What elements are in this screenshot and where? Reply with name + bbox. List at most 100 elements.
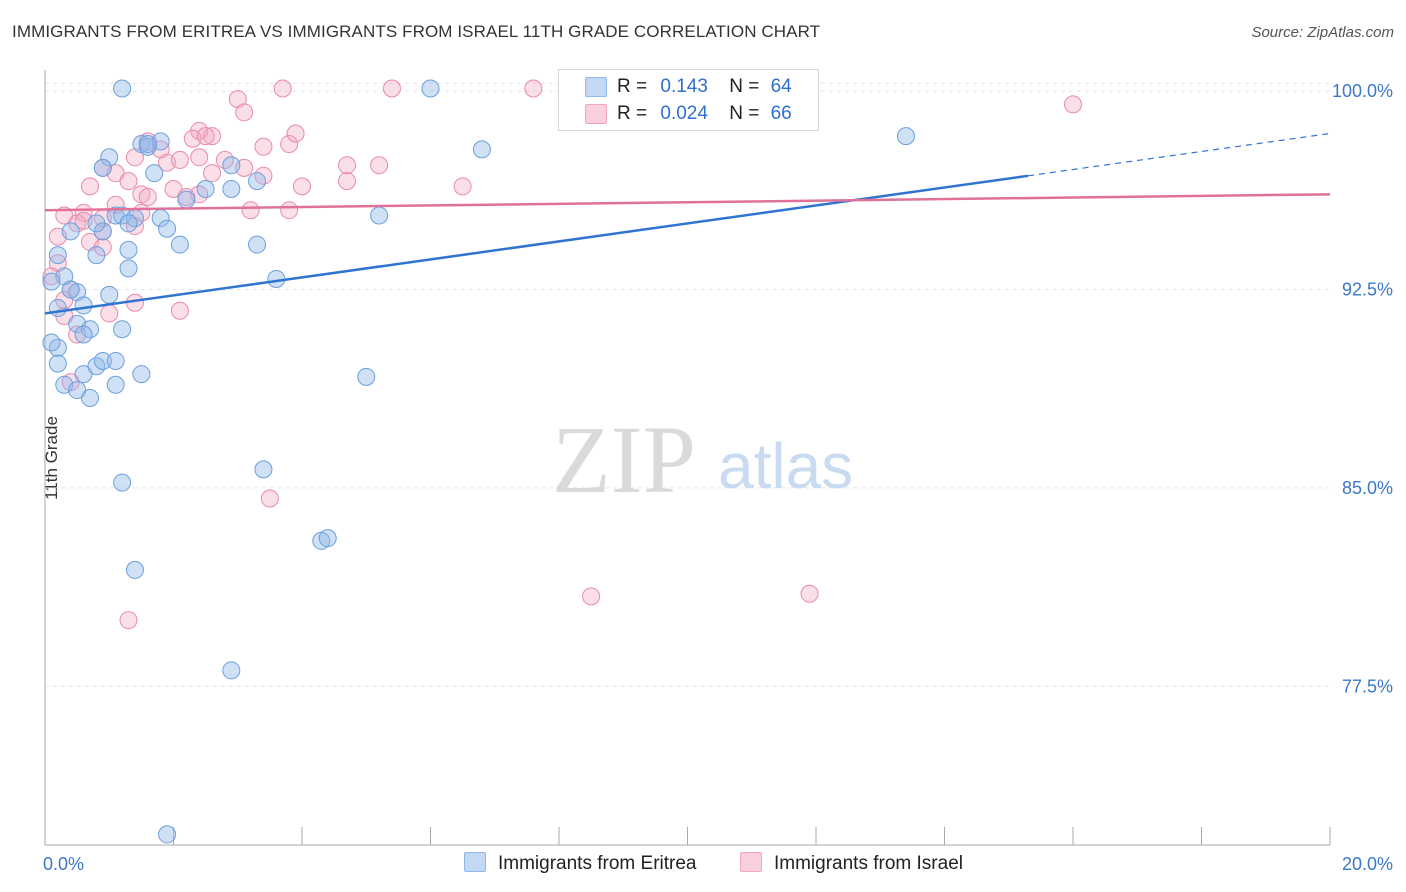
eritrea-point (74, 365, 93, 384)
eritrea-point (222, 661, 241, 680)
eritrea-point (248, 235, 267, 254)
eritrea-point (106, 206, 125, 225)
x-tick-label: 20.0% (1342, 854, 1393, 874)
source-credit: Source: ZipAtlas.com (1251, 24, 1394, 41)
legend-r-label: R = (617, 103, 648, 124)
eritrea-point (119, 214, 138, 233)
eritrea-point (113, 79, 132, 98)
legend-swatch-israel (585, 104, 607, 124)
eritrea-point (48, 354, 67, 373)
legend-n-value-israel: 66 (770, 103, 792, 124)
legend-n-value-eritrea: 64 (770, 76, 792, 97)
eritrea-point (68, 381, 87, 400)
eritrea-point (421, 79, 440, 98)
eritrea-point (119, 259, 138, 278)
x-tick-labels: 0.0% 20.0% (43, 854, 1393, 874)
israel-point (125, 148, 144, 167)
series-eritrea-points (42, 79, 915, 844)
israel-point (170, 150, 189, 169)
eritrea-point (87, 214, 106, 233)
eritrea-point (87, 246, 106, 265)
israel-point (196, 127, 215, 146)
israel-point (119, 172, 138, 191)
eritrea-point (254, 460, 273, 479)
israel-point (337, 172, 356, 191)
bottom-legend-swatch-eritrea (464, 852, 486, 872)
x-tick-label: 0.0% (43, 854, 84, 874)
correlation-legend: R = 0.143 N = 64 R = 0.024 N = 66 (558, 69, 819, 131)
bottom-legend-eritrea: Immigrants from Eritrea (464, 852, 696, 875)
eritrea-point (80, 388, 99, 407)
eritrea-point (177, 190, 196, 209)
legend-n-label: N = (729, 76, 760, 97)
eritrea-point (222, 156, 241, 175)
bottom-legend-label-eritrea: Immigrants from Eritrea (498, 853, 697, 874)
eritrea-point (158, 825, 177, 844)
watermark: ZIP atlas (552, 406, 853, 513)
israel-point (280, 135, 299, 154)
israel-point (203, 127, 222, 146)
eritrea-point (138, 135, 157, 154)
israel-point (382, 79, 401, 98)
israel-point (280, 201, 299, 220)
trend-lines (44, 132, 1331, 315)
eritrea-point (93, 158, 112, 177)
eritrea-point (106, 375, 125, 394)
israel-point (582, 587, 601, 606)
eritrea-point (113, 320, 132, 339)
israel-point (273, 79, 292, 98)
series-israel-points (42, 79, 1082, 630)
israel-point (370, 156, 389, 175)
israel-point (260, 489, 279, 508)
eritrea-trend-line (44, 174, 1029, 315)
eritrea-point (113, 473, 132, 492)
eritrea-point (42, 333, 61, 352)
y-tick-label: 92.5% (1342, 280, 1393, 300)
y-tick-label: 85.0% (1342, 478, 1393, 498)
israel-point (293, 177, 311, 196)
eritrea-point (196, 180, 215, 199)
israel-point (138, 187, 157, 206)
eritrea-point (42, 272, 61, 291)
axes (44, 70, 1331, 846)
eritrea-point (48, 299, 67, 318)
eritrea-point (170, 235, 189, 254)
eritrea-point (93, 351, 112, 370)
eritrea-trend-extension (1027, 132, 1331, 177)
watermark-atlas: atlas (718, 430, 853, 502)
eritrea-point (100, 148, 119, 167)
israel-point (337, 156, 356, 175)
israel-point (241, 201, 260, 220)
eritrea-point (74, 325, 93, 344)
israel-point (1064, 95, 1082, 114)
eritrea-point (48, 246, 67, 265)
eritrea-point (370, 206, 389, 225)
eritrea-point (74, 296, 93, 315)
eritrea-point (106, 351, 125, 370)
eritrea-point (248, 172, 267, 191)
eritrea-point (472, 140, 491, 159)
israel-point (235, 103, 254, 122)
y-tick-label: 77.5% (1342, 676, 1393, 696)
israel-point (100, 304, 119, 323)
israel-point (524, 79, 543, 98)
israel-point (80, 177, 99, 196)
bottom-legend-israel: Immigrants from Israel (740, 852, 963, 875)
eritrea-point (896, 127, 915, 146)
y-tick-label: 100.0% (1332, 81, 1393, 101)
israel-point (453, 177, 472, 196)
israel-point (800, 584, 819, 603)
y-tick-labels: 100.0% 92.5% 85.0% 77.5% (1332, 81, 1393, 696)
israel-point (286, 124, 305, 143)
israel-point (170, 301, 189, 320)
eritrea-point (145, 164, 164, 183)
legend-r-label: R = (617, 76, 648, 97)
israel-point (190, 148, 209, 167)
chart-title: IMMIGRANTS FROM ERITREA VS IMMIGRANTS FR… (12, 22, 821, 41)
bottom-legend-swatch-israel (740, 852, 762, 872)
israel-point (164, 180, 183, 199)
eritrea-point (100, 285, 119, 304)
israel-point (119, 611, 138, 630)
eritrea-point (61, 222, 80, 241)
